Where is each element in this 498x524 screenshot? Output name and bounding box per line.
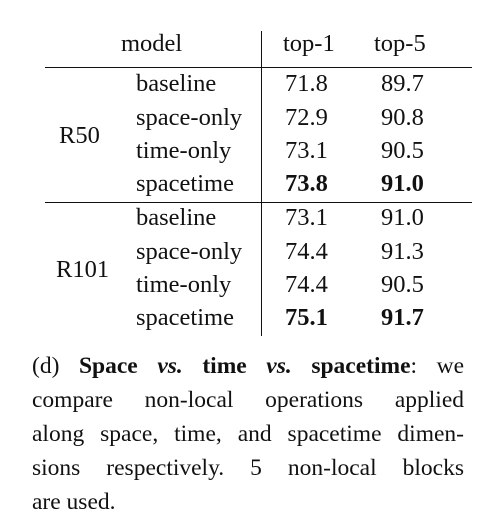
row-top5: 90.5 — [381, 139, 424, 164]
caption-colon: : — [411, 353, 418, 379]
row-model: time-only — [136, 139, 231, 164]
row-top5: 89.7 — [381, 72, 424, 97]
row-top5-best: 91.7 — [381, 306, 424, 331]
row-top1: 73.1 — [285, 206, 328, 231]
row-top5: 91.0 — [381, 206, 424, 231]
caption-title-spacetime: spacetime — [311, 353, 410, 379]
header-top5: top-5 — [374, 32, 426, 57]
row-top1: 73.1 — [285, 139, 328, 164]
row-model: baseline — [136, 206, 216, 231]
row-model: time-only — [136, 273, 231, 298]
header-rule — [45, 67, 472, 68]
column-divider — [261, 31, 262, 336]
row-top5: 91.3 — [381, 240, 424, 265]
caption-text: we — [437, 353, 464, 379]
backbone-label: R50 — [59, 124, 100, 149]
row-model: spacetime — [136, 172, 234, 197]
backbone-label: R101 — [56, 258, 109, 283]
row-top1: 74.4 — [285, 240, 328, 265]
row-top5-best: 91.0 — [381, 172, 424, 197]
row-top1-best: 73.8 — [285, 172, 328, 197]
caption-vs: vs. — [266, 353, 291, 379]
row-model: baseline — [136, 72, 216, 97]
row-top1: 74.4 — [285, 273, 328, 298]
caption-vs: vs. — [157, 353, 182, 379]
row-top1-best: 75.1 — [285, 306, 328, 331]
row-top1: 72.9 — [285, 106, 328, 131]
caption-line: along space, time, and spacetime dimen- — [32, 417, 464, 451]
header-top1: top-1 — [283, 32, 335, 57]
table-caption: (d) Space vs. time vs. spacetime: we com… — [32, 349, 464, 519]
caption-title-space: Space — [79, 353, 138, 379]
row-top5: 90.8 — [381, 106, 424, 131]
caption-line: sions respectively. 5 non-local blocks — [32, 451, 464, 485]
row-model: space-only — [136, 240, 242, 265]
row-model: space-only — [136, 106, 242, 131]
caption-label: (d) — [32, 353, 59, 379]
row-top5: 90.5 — [381, 273, 424, 298]
group-rule — [45, 202, 472, 203]
row-model: spacetime — [136, 306, 234, 331]
caption-title-time: time — [202, 353, 246, 379]
row-top1: 71.8 — [285, 72, 328, 97]
header-model: model — [121, 32, 182, 57]
results-table: model top-1 top-5 R50 baseline 71.8 89.7… — [0, 0, 498, 340]
caption-line: are used. — [32, 485, 464, 519]
caption-line: (d) Space vs. time vs. spacetime: we — [32, 349, 464, 383]
caption-line: compare non-local operations applied — [32, 383, 464, 417]
